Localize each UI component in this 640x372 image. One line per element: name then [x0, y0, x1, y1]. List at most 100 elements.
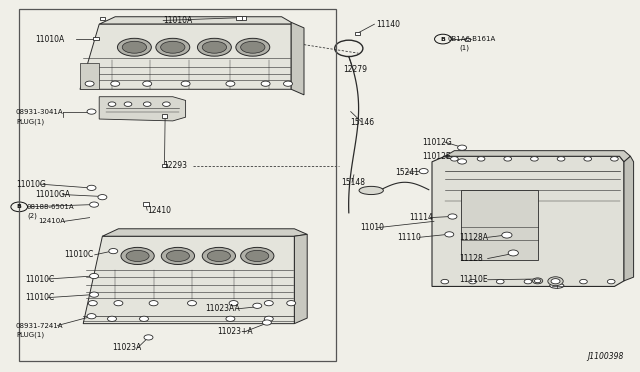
- Text: 11012E: 11012E: [422, 153, 451, 161]
- Circle shape: [611, 157, 618, 161]
- Text: 15241: 15241: [395, 168, 419, 177]
- Text: 11010A: 11010A: [163, 16, 193, 25]
- Polygon shape: [291, 22, 304, 95]
- Circle shape: [114, 301, 123, 306]
- Circle shape: [504, 157, 511, 161]
- Circle shape: [87, 109, 96, 114]
- Bar: [355, 32, 360, 35]
- Text: 12279: 12279: [344, 65, 367, 74]
- Circle shape: [264, 316, 273, 321]
- Circle shape: [497, 279, 504, 284]
- Circle shape: [551, 279, 560, 284]
- Circle shape: [229, 301, 238, 306]
- Ellipse shape: [161, 247, 195, 264]
- Text: 11010G: 11010G: [16, 180, 46, 189]
- Polygon shape: [624, 156, 634, 281]
- Ellipse shape: [241, 247, 274, 264]
- Circle shape: [149, 301, 158, 306]
- Ellipse shape: [246, 250, 269, 262]
- Ellipse shape: [126, 250, 149, 262]
- Polygon shape: [80, 24, 291, 89]
- Text: B: B: [17, 204, 22, 209]
- Polygon shape: [99, 17, 291, 24]
- Circle shape: [261, 81, 270, 86]
- Circle shape: [524, 279, 532, 284]
- Text: PLUG(1): PLUG(1): [16, 331, 44, 338]
- Circle shape: [451, 157, 458, 161]
- Circle shape: [108, 316, 116, 321]
- Circle shape: [441, 279, 449, 284]
- Text: 11110: 11110: [397, 233, 420, 242]
- Bar: [241, 16, 246, 19]
- Circle shape: [87, 314, 96, 319]
- Ellipse shape: [202, 247, 236, 264]
- Circle shape: [226, 81, 235, 86]
- Text: 12410: 12410: [147, 206, 172, 215]
- Circle shape: [90, 202, 99, 207]
- Text: 11012G: 11012G: [422, 138, 452, 147]
- Ellipse shape: [207, 250, 230, 262]
- Circle shape: [458, 145, 467, 150]
- Circle shape: [88, 301, 97, 306]
- Text: 11140: 11140: [376, 20, 401, 29]
- Text: 11110E: 11110E: [460, 275, 488, 284]
- Circle shape: [607, 279, 615, 284]
- Text: 11114: 11114: [410, 213, 433, 222]
- Bar: [80, 63, 99, 89]
- Ellipse shape: [197, 38, 232, 56]
- Circle shape: [477, 157, 485, 161]
- Ellipse shape: [166, 250, 189, 262]
- Bar: [100, 17, 105, 20]
- Polygon shape: [445, 151, 630, 162]
- Circle shape: [532, 278, 543, 284]
- Text: 11023AA: 11023AA: [205, 304, 239, 313]
- Circle shape: [287, 301, 296, 306]
- Polygon shape: [99, 97, 186, 121]
- Circle shape: [468, 279, 476, 284]
- Text: B: B: [440, 36, 445, 42]
- Text: 11023+A: 11023+A: [218, 327, 253, 336]
- Circle shape: [87, 185, 96, 190]
- Polygon shape: [102, 229, 307, 236]
- Circle shape: [284, 81, 292, 86]
- Text: 11010GA: 11010GA: [35, 190, 70, 199]
- Ellipse shape: [121, 247, 154, 264]
- Circle shape: [163, 102, 170, 106]
- Circle shape: [548, 277, 563, 286]
- Text: 11010A: 11010A: [35, 35, 65, 44]
- Text: 11128A: 11128A: [460, 233, 488, 242]
- Bar: [161, 115, 168, 118]
- Text: 11010: 11010: [360, 223, 384, 232]
- Circle shape: [109, 248, 118, 254]
- Ellipse shape: [122, 41, 147, 53]
- Circle shape: [188, 301, 196, 306]
- Circle shape: [458, 159, 467, 164]
- Text: (2): (2): [27, 212, 36, 219]
- Circle shape: [557, 157, 565, 161]
- Bar: [19, 9, 336, 361]
- Circle shape: [552, 279, 559, 284]
- Circle shape: [108, 102, 116, 106]
- Circle shape: [584, 157, 591, 161]
- Circle shape: [534, 279, 541, 283]
- Circle shape: [144, 335, 153, 340]
- Circle shape: [262, 320, 271, 325]
- Circle shape: [90, 292, 99, 297]
- Polygon shape: [294, 234, 307, 324]
- Bar: [461, 190, 538, 260]
- Bar: [465, 38, 470, 41]
- Bar: [236, 16, 242, 19]
- Bar: [162, 164, 167, 167]
- Text: 0B1A6-B161A: 0B1A6-B161A: [448, 36, 496, 42]
- Text: 15148: 15148: [341, 178, 365, 187]
- Polygon shape: [432, 156, 624, 286]
- Ellipse shape: [156, 38, 190, 56]
- Ellipse shape: [118, 38, 152, 56]
- Text: (1): (1): [460, 44, 470, 51]
- Text: 11128: 11128: [460, 254, 483, 263]
- Ellipse shape: [161, 41, 185, 53]
- Bar: [143, 202, 149, 205]
- Circle shape: [580, 279, 588, 284]
- Circle shape: [253, 303, 262, 308]
- Circle shape: [531, 157, 538, 161]
